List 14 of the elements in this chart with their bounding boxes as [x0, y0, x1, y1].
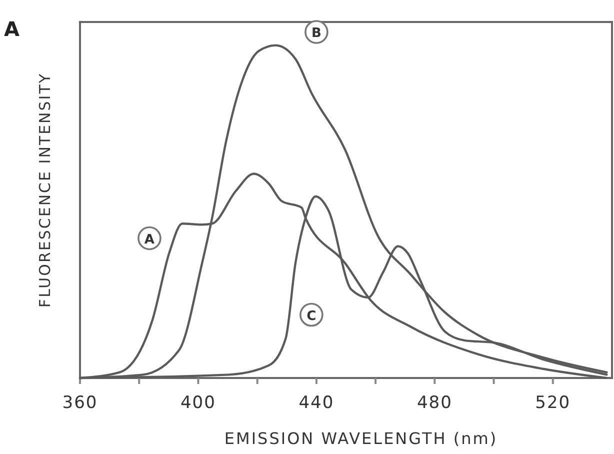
x-tick-label: 480: [416, 393, 452, 413]
circled-label: A: [138, 226, 162, 250]
x-tick-label: 520: [535, 393, 571, 413]
annotation: A: [144, 232, 154, 248]
annotation: C: [306, 308, 316, 324]
x-axis-title: EMISSION WAVELENGTH (nm): [224, 429, 498, 448]
x-tick-label: 360: [62, 393, 98, 413]
x-tick-label: 440: [298, 393, 334, 413]
circled-label: C: [300, 302, 324, 327]
x-tick-label: 400: [180, 393, 216, 413]
annotation: B: [311, 26, 322, 41]
y-axis-title: FLUORESCENCE INTENSITY: [36, 72, 54, 308]
text: A: [4, 17, 20, 41]
circled-label: B: [304, 20, 328, 44]
